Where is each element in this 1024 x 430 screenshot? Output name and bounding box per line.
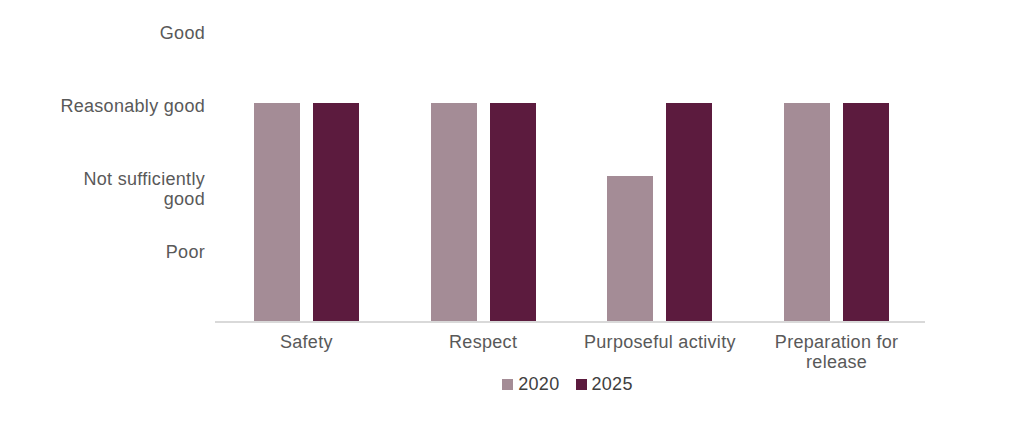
legend-item-2020: 2020 bbox=[502, 374, 559, 395]
bar-preparation-for-release-2020 bbox=[784, 103, 830, 322]
x-category-label-purposeful-activity: Purposeful activity bbox=[572, 332, 748, 352]
x-category-label-safety: Safety bbox=[218, 332, 394, 352]
bar-purposeful-activity-2020 bbox=[607, 176, 653, 322]
legend-label: 2020 bbox=[518, 374, 559, 395]
y-tick-label-poor: Poor bbox=[60, 242, 205, 262]
bar-respect-2020 bbox=[431, 103, 477, 322]
y-tick-label-good: Good bbox=[60, 23, 205, 43]
bar-safety-2025 bbox=[313, 103, 359, 322]
bar-preparation-for-release-2025 bbox=[843, 103, 889, 322]
x-axis-line bbox=[215, 321, 925, 323]
legend-swatch-2020 bbox=[502, 379, 513, 390]
bar-purposeful-activity-2025 bbox=[666, 103, 712, 322]
bar-safety-2020 bbox=[254, 103, 300, 322]
bar-respect-2025 bbox=[490, 103, 536, 322]
legend-label: 2025 bbox=[592, 374, 633, 395]
chart-legend: 2020 2025 bbox=[210, 374, 925, 395]
bar-chart: Good Reasonably good Not sufficiently good… bbox=[0, 0, 1024, 430]
y-tick-label-not-sufficiently-good: Not sufficiently good bbox=[60, 169, 205, 209]
x-category-label-preparation-for-release: Preparation for release bbox=[749, 332, 925, 372]
legend-item-2025: 2025 bbox=[576, 374, 633, 395]
y-tick-label-reasonably-good: Reasonably good bbox=[60, 96, 205, 116]
x-category-label-respect: Respect bbox=[395, 332, 571, 352]
legend-swatch-2025 bbox=[576, 379, 587, 390]
